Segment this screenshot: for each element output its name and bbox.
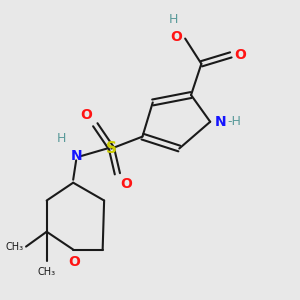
Text: -H: -H [227,115,241,128]
Text: N: N [70,149,82,163]
Text: CH₃: CH₃ [38,267,56,277]
Text: O: O [170,30,182,44]
Text: H: H [57,132,66,145]
Text: N: N [214,115,226,129]
Text: S: S [106,141,117,156]
Text: O: O [234,48,246,62]
Text: O: O [120,177,132,191]
Text: CH₃: CH₃ [6,242,24,252]
Text: O: O [80,108,92,122]
Text: O: O [68,255,80,269]
Text: H: H [169,13,178,26]
